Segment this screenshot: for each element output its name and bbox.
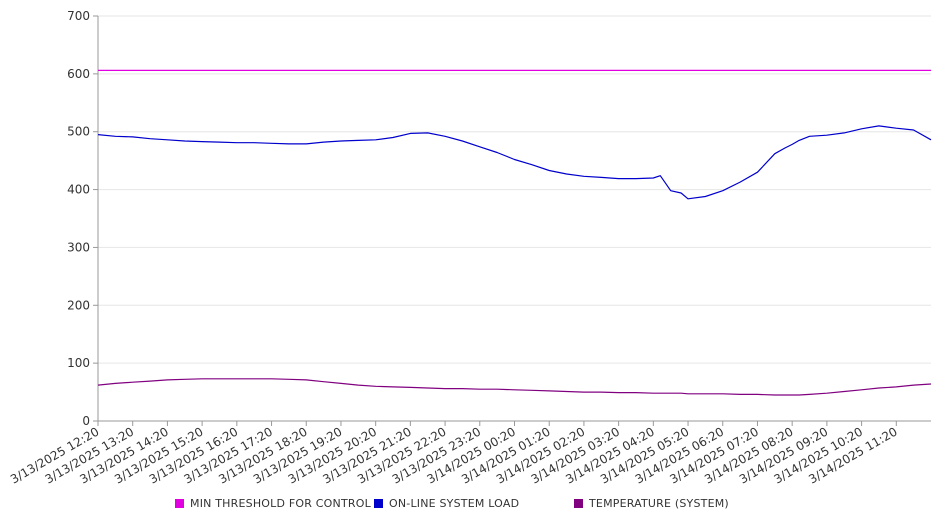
- y-tick-label: 200: [67, 298, 90, 312]
- series-line-2: [97, 378, 932, 396]
- grid-lines: [98, 15, 931, 364]
- y-axis-ticks: 0 100 200 300 400 500 600 700: [67, 9, 98, 428]
- legend-label-system-load: ON-LINE SYSTEM LOAD: [389, 497, 520, 510]
- legend-item-temperature[interactable]: TEMPERATURE (SYSTEM): [574, 497, 729, 510]
- axes: [97, 16, 931, 422]
- y-tick-label: 700: [67, 9, 90, 23]
- legend-label-min-threshold: MIN THRESHOLD FOR CONTROL: [190, 497, 371, 510]
- y-tick-label: 500: [67, 125, 90, 139]
- series-line-1: [97, 125, 932, 200]
- legend-swatch-min-threshold: [175, 499, 184, 508]
- y-tick-label: 600: [67, 67, 90, 81]
- y-tick-label: 300: [67, 240, 90, 254]
- y-tick-label: 400: [67, 183, 90, 197]
- series-lines: [97, 69, 932, 396]
- y-tick-label: 100: [67, 356, 90, 370]
- legend: MIN THRESHOLD FOR CONTROL ON-LINE SYSTEM…: [175, 497, 915, 515]
- x-axis-ticks: 3/13/2025 12:203/13/2025 13:203/13/2025 …: [8, 421, 900, 487]
- legend-item-min-threshold[interactable]: MIN THRESHOLD FOR CONTROL: [175, 497, 371, 510]
- y-tick-label: 0: [82, 414, 90, 428]
- legend-item-system-load[interactable]: ON-LINE SYSTEM LOAD: [374, 497, 519, 510]
- legend-swatch-temperature: [574, 499, 583, 508]
- legend-swatch-system-load: [374, 499, 383, 508]
- legend-label-temperature: TEMPERATURE (SYSTEM): [589, 497, 729, 510]
